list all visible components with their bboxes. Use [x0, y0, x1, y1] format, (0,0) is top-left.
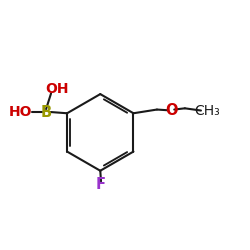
- Text: OH: OH: [45, 82, 68, 96]
- Text: HO: HO: [9, 105, 32, 119]
- Text: F: F: [96, 177, 106, 192]
- Text: O: O: [165, 103, 177, 118]
- Text: B: B: [40, 104, 52, 120]
- Text: CH₃: CH₃: [194, 104, 220, 118]
